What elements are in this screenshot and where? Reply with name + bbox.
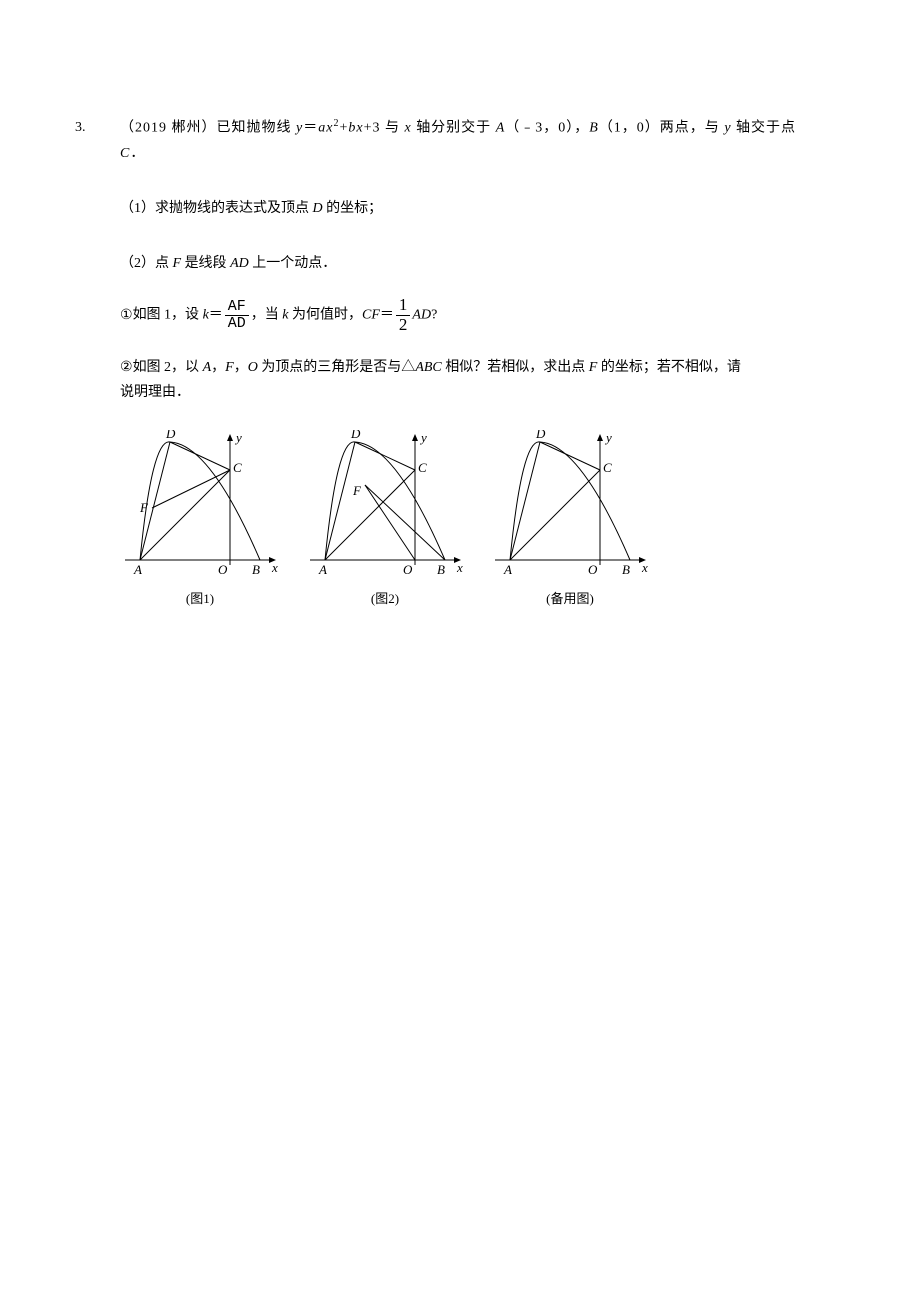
- q2-1-circled: ①: [120, 303, 133, 328]
- q2-2-f: F: [225, 360, 234, 375]
- svg-text:O: O: [403, 562, 413, 577]
- c-period: ．: [130, 146, 145, 161]
- figure-2-svg: y x A B O D C F: [305, 430, 465, 585]
- question-1: （1）求抛物线的表达式及顶点 D 的坐标；: [120, 196, 845, 221]
- svg-text:B: B: [622, 562, 630, 577]
- frac-num: AF: [225, 299, 249, 317]
- figure-1: y x A B O D C F (图1): [120, 430, 280, 610]
- eq-bx: bx: [348, 121, 363, 136]
- eq-eq: ＝: [303, 121, 318, 136]
- q2-2-c2: ，: [234, 360, 248, 375]
- b-coord: （1，0）两点，与: [599, 121, 725, 136]
- svg-text:C: C: [418, 460, 427, 475]
- q2-2-line2: 说明理由．: [120, 385, 190, 400]
- figure-1-caption: (图1): [186, 587, 214, 610]
- svg-text:D: D: [165, 430, 176, 441]
- eq-tail: +3 与: [364, 121, 405, 136]
- q2-2-text2: 为顶点的三角形是否与△: [258, 360, 416, 375]
- y-var: y: [724, 121, 731, 136]
- svg-text:A: A: [318, 562, 327, 577]
- q2-1-eq2: ＝: [380, 308, 394, 323]
- q2-1-text1: 如图 1，设: [133, 308, 203, 323]
- point-b: B: [589, 121, 599, 136]
- q2-2-a: A: [203, 360, 212, 375]
- svg-text:D: D: [535, 430, 546, 441]
- svg-text:x: x: [456, 560, 463, 575]
- intro-end1: 轴交于点: [732, 121, 797, 136]
- svg-text:O: O: [588, 562, 598, 577]
- half-num: 1: [396, 296, 411, 316]
- q2-mid: 是线段: [181, 256, 230, 271]
- figure-3-caption: (备用图): [546, 587, 594, 610]
- intro-source: （2019 郴州）已知抛物线: [120, 121, 296, 136]
- q2-2-circled: ②: [120, 355, 133, 380]
- q1-d: D: [313, 201, 323, 216]
- eq-plus1: +: [339, 121, 348, 136]
- problem-intro: （2019 郴州）已知抛物线 y＝ax2+bx+3 与 x 轴分别交于 A（﹣3…: [120, 115, 845, 166]
- problem-body: （2019 郴州）已知抛物线 y＝ax2+bx+3 与 x 轴分别交于 A（﹣3…: [120, 115, 845, 611]
- figures-container: y x A B O D C F (图1) y x A B O D C F (图2) y x A B O D C (备用图…: [120, 430, 845, 610]
- a-coord: （﹣3，0），: [505, 121, 589, 136]
- q1-tail: 的坐标；: [323, 201, 383, 216]
- point-c: C: [120, 146, 130, 161]
- q2-2-text3: 相似？若相似，求出点: [442, 360, 589, 375]
- q2-1-cf: CF: [362, 308, 380, 323]
- q2-1-text2: ，当: [251, 308, 283, 323]
- q2-tail: 上一个动点．: [249, 256, 337, 271]
- question-2-1: ①如图 1，设 k＝AFAD，当 k 为何值时，CF＝12AD?: [120, 296, 845, 334]
- half-den: 2: [396, 316, 411, 335]
- q2-1-eq: ＝: [209, 308, 223, 323]
- svg-text:C: C: [233, 460, 242, 475]
- intro-mid: 轴分别交于: [412, 121, 496, 136]
- svg-text:F: F: [352, 483, 362, 498]
- svg-text:D: D: [350, 430, 361, 441]
- q2-f: F: [173, 256, 182, 271]
- svg-text:A: A: [133, 562, 142, 577]
- question-2-2: ②如图 2，以 A，F，O 为顶点的三角形是否与△ABC 相似？若相似，求出点 …: [120, 355, 845, 405]
- svg-text:x: x: [271, 560, 278, 575]
- svg-text:x: x: [641, 560, 648, 575]
- point-a: A: [496, 121, 506, 136]
- svg-text:y: y: [419, 430, 427, 445]
- svg-text:C: C: [603, 460, 612, 475]
- svg-text:y: y: [234, 430, 242, 445]
- fraction-af-ad: AFAD: [225, 299, 249, 333]
- svg-text:B: B: [437, 562, 445, 577]
- q2-2-abc: ABC: [415, 360, 441, 375]
- q2-ad: AD: [230, 256, 249, 271]
- figure-2: y x A B O D C F (图2): [305, 430, 465, 610]
- q2-2-o: O: [248, 360, 258, 375]
- eq-ax: ax: [318, 121, 333, 136]
- frac-den: AD: [225, 316, 249, 333]
- figure-3: y x A B O D C (备用图): [490, 430, 650, 610]
- q2-1-ad: AD: [412, 308, 431, 323]
- x-var: x: [404, 121, 411, 136]
- q2-1-text3: 为何值时，: [289, 308, 363, 323]
- svg-text:A: A: [503, 562, 512, 577]
- q2-2-c1: ，: [211, 360, 225, 375]
- figure-1-svg: y x A B O D C F: [120, 430, 280, 585]
- q2-1-q: ?: [431, 308, 437, 323]
- q2-2-text1: 如图 2，以: [133, 360, 203, 375]
- fraction-half: 12: [396, 296, 411, 334]
- problem-number: 3.: [75, 115, 120, 611]
- q2-label: （2）点: [120, 256, 173, 271]
- figure-3-svg: y x A B O D C: [490, 430, 650, 585]
- svg-text:O: O: [218, 562, 228, 577]
- q1-label: （1）求抛物线的表达式及顶点: [120, 201, 313, 216]
- q2-2-text4: 的坐标；若不相似，请: [597, 360, 741, 375]
- figure-2-caption: (图2): [371, 587, 399, 610]
- question-2: （2）点 F 是线段 AD 上一个动点．: [120, 251, 845, 276]
- svg-text:y: y: [604, 430, 612, 445]
- svg-text:B: B: [252, 562, 260, 577]
- svg-text:F: F: [139, 500, 149, 515]
